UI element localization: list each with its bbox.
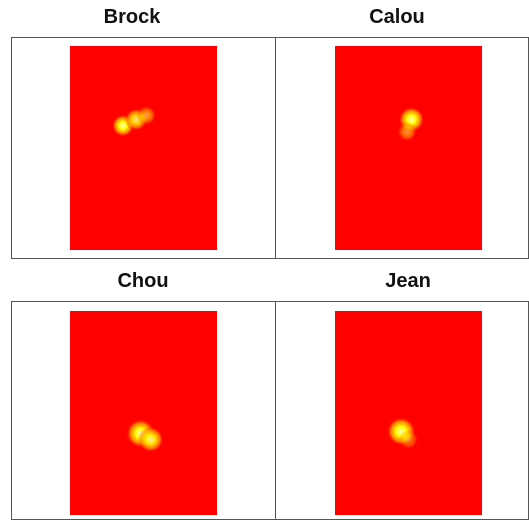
panel-title-calou: Calou [369, 6, 425, 28]
heatmap-calou [335, 46, 482, 250]
panel-title-chou: Chou [117, 270, 169, 292]
heatmap-background [335, 311, 482, 515]
heatmap-hotspot-2 [397, 121, 417, 142]
heatmap-background [335, 46, 482, 250]
heatmap-hotspot-2 [398, 429, 419, 450]
heatmap-chou [70, 311, 217, 515]
heatmap-hotspot-2 [137, 426, 164, 453]
heatmap-svg [335, 311, 482, 515]
panel-title-jean: Jean [385, 270, 431, 292]
heatmap-svg [70, 46, 217, 250]
heatmap-jean [335, 311, 482, 515]
heatmap-svg [335, 46, 482, 250]
panel-title-brock: Brock [103, 6, 161, 28]
heatmap-hotspot-3 [136, 105, 157, 126]
heatmap-brock [70, 46, 217, 250]
heatmap-background [70, 311, 217, 515]
heatmap-svg [70, 311, 217, 515]
heatmap-background [70, 46, 217, 250]
